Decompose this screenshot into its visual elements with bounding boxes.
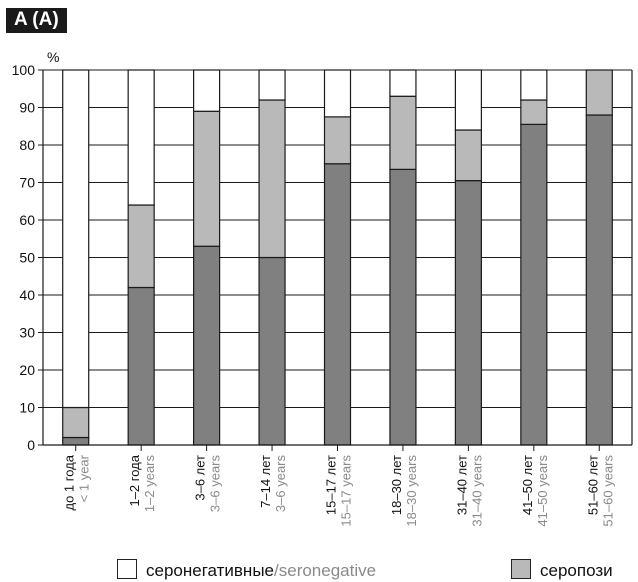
bar-segment-seropositive_high [454,180,482,446]
x-tick-label-en: 31–40 years [469,455,484,527]
bar-segment-seropositive_high [520,123,548,446]
y-tick-label: 10 [19,400,35,416]
x-tick-label-ru: 31–40 лет [454,455,469,515]
legend-label-seronegative-en: seronegative [278,561,377,580]
bar-segment-seropositive_high [127,286,155,446]
legend-label-seronegative-ru: серонегативные [146,561,274,580]
x-tick-label-ru: 3–6 лет [193,455,208,501]
bar-segment-seropositive_low [323,116,352,165]
bar-segment-seropositive_low [62,406,90,439]
legend-swatch-seronegative [117,559,137,579]
bar-segment-seronegative [258,69,286,101]
legend-seronegative: серонегативные/seronegative [117,559,376,581]
bar-segment-seropositive_low [193,110,221,247]
y-tick-label: 60 [19,212,35,228]
y-tick-label: 100 [12,62,36,78]
legend-label-seronegative-sep: / [274,561,279,580]
y-tick-label: 50 [19,250,35,266]
bar-segment-seronegative [520,69,548,101]
x-tick-label-en: 51–60 years [600,455,615,527]
x-tick-label-ru: до 1 года [62,454,77,510]
stacked-bar-chart: % 0 10 20 30 40 50 60 70 80 90 100 до 1 года < 1 ye… [12,49,633,527]
y-tick-label: 0 [27,437,35,453]
x-tick-label-ru: 41–50 лет [520,455,535,515]
y-axis-ticks: 0 10 20 30 40 50 60 70 80 90 100 [12,62,43,453]
bar-segment-seronegative [389,69,417,97]
bar-segment-seropositive_high [323,163,352,446]
bar-segment-seropositive_high [62,436,90,446]
bar-segment-seropositive_high [258,256,286,446]
y-tick-label: 70 [19,175,35,191]
bar-segment-seropositive_high [193,245,221,446]
legend-seropositive: серопози [511,559,613,581]
x-tick-label-en: 15–17 years [339,455,354,527]
x-axis-labels: до 1 года < 1 year 1–2 года 1–2 years 3–6 ле… [62,454,616,526]
x-tick-label-en: 41–50 years [535,455,550,527]
y-tick-label: 40 [19,287,35,303]
x-tick-label-en: 3–6 years [273,455,288,513]
y-unit-label: % [47,49,59,65]
x-tick-label-ru: 18–30 лет [389,455,404,515]
x-tick-label-en: 1–2 years [142,455,157,513]
bar-segment-seropositive_low [454,129,482,182]
bar-segment-seronegative [62,69,90,409]
panel-label: A (A) [6,8,67,33]
bar-segment-seronegative [193,69,221,112]
y-tick-label: 80 [19,137,35,153]
x-tick-label-ru: 7–14 лет [258,455,273,508]
legend-label-seropositive-ru: серопози [540,561,613,580]
bar-segment-seronegative [323,69,352,118]
x-tick-label-en: 18–30 years [404,455,419,527]
x-tick-label-ru: 15–17 лет [324,455,339,515]
bar-segment-seropositive_high [585,114,613,446]
bar-segment-seronegative [127,69,155,206]
bar-segment-seropositive_low [389,95,417,170]
bar-segment-seronegative [454,69,482,131]
x-tick-label-ru: 51–60 лет [585,455,600,515]
x-tick-label-ru: 1–2 года [127,454,142,506]
x-tick-label-en: < 1 year [77,454,92,502]
bars [62,69,613,446]
x-tick-label-en: 3–6 years [208,455,223,513]
bar-segment-seropositive_low [520,99,548,125]
bar-segment-seropositive_high [389,168,417,446]
bar-segment-seropositive_low [258,99,286,259]
y-tick-label: 90 [19,100,35,116]
y-tick-label: 20 [19,362,35,378]
axes [42,70,633,451]
bar-segment-seropositive_low [127,204,155,289]
bar-segment-seropositive_low [585,69,613,116]
legend-swatch-seropositive [511,559,531,579]
y-tick-label: 30 [19,325,35,341]
